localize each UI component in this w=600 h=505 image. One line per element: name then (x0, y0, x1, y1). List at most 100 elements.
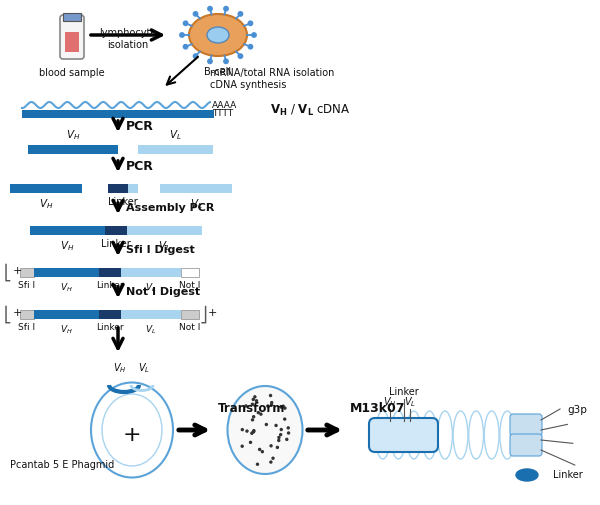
Bar (99, 268, 121, 277)
Text: $V_H$: $V_H$ (113, 361, 127, 375)
Circle shape (272, 457, 274, 459)
Text: Linker: Linker (389, 387, 419, 397)
Text: TTTT: TTTT (212, 110, 233, 119)
Text: $V_L$: $V_L$ (145, 323, 157, 335)
Circle shape (251, 419, 254, 421)
Text: $V_L$: $V_L$ (145, 281, 157, 293)
Circle shape (193, 12, 198, 16)
Circle shape (245, 405, 247, 407)
Bar (181, 268, 199, 277)
Text: ⎦: ⎦ (200, 305, 208, 323)
Bar (28, 145, 118, 154)
Bar (30, 226, 105, 235)
Text: M13k07: M13k07 (350, 402, 406, 415)
Text: Sfi I: Sfi I (19, 323, 35, 332)
Circle shape (284, 418, 286, 420)
Circle shape (275, 424, 277, 426)
Text: PCR: PCR (126, 120, 154, 132)
Circle shape (259, 448, 260, 450)
Circle shape (224, 7, 228, 11)
Text: $V_H$: $V_H$ (59, 281, 73, 293)
Circle shape (241, 445, 243, 447)
FancyBboxPatch shape (60, 15, 84, 59)
Text: PCR: PCR (126, 161, 154, 174)
Text: $V_H$: $V_H$ (39, 197, 53, 211)
Bar (127, 226, 202, 235)
Text: $\mathbf{V_H}$ / $\mathbf{V_L}$ cDNA: $\mathbf{V_H}$ / $\mathbf{V_L}$ cDNA (270, 103, 350, 118)
Circle shape (248, 44, 253, 49)
Bar (63, 13, 81, 21)
Text: Sfi I: Sfi I (19, 281, 35, 290)
Circle shape (270, 445, 272, 447)
Text: $V_L$: $V_L$ (158, 239, 170, 253)
Circle shape (267, 405, 269, 407)
Text: Sfi I Digest: Sfi I Digest (126, 245, 195, 255)
Circle shape (224, 59, 228, 64)
Bar (160, 184, 232, 193)
Text: Assembly PCR: Assembly PCR (126, 203, 214, 213)
Circle shape (280, 429, 282, 431)
Ellipse shape (207, 27, 229, 43)
Bar (20, 310, 34, 319)
Circle shape (282, 405, 284, 407)
Circle shape (253, 431, 255, 432)
Bar (121, 310, 181, 319)
Circle shape (208, 7, 212, 11)
Circle shape (262, 450, 263, 452)
Circle shape (271, 401, 273, 403)
Ellipse shape (516, 469, 538, 481)
Circle shape (286, 438, 288, 440)
Text: Pcantab 5 E Phagmid: Pcantab 5 E Phagmid (10, 460, 114, 470)
Circle shape (208, 59, 212, 64)
Bar (108, 184, 128, 193)
Circle shape (193, 54, 198, 58)
FancyBboxPatch shape (369, 418, 438, 452)
FancyBboxPatch shape (510, 414, 542, 436)
Text: +: + (13, 308, 22, 318)
Circle shape (271, 404, 272, 406)
Bar (22, 110, 214, 118)
Circle shape (280, 406, 283, 408)
Circle shape (246, 430, 248, 432)
Bar (34, 310, 99, 319)
Text: $V_L$: $V_L$ (138, 361, 150, 375)
Circle shape (287, 432, 290, 434)
Text: Linker: Linker (108, 197, 138, 207)
Text: Not I Digest: Not I Digest (126, 287, 200, 297)
Circle shape (269, 394, 272, 396)
Bar (34, 268, 99, 277)
Text: Transform: Transform (218, 402, 286, 415)
Text: $V_H$: $V_H$ (383, 395, 397, 409)
Text: g3p: g3p (567, 405, 587, 415)
Circle shape (260, 413, 262, 415)
Bar (10, 184, 82, 193)
Circle shape (256, 463, 259, 465)
Text: $V_H$: $V_H$ (60, 239, 74, 253)
Text: $V_L$: $V_L$ (169, 128, 181, 142)
Circle shape (278, 439, 280, 441)
Circle shape (238, 54, 242, 58)
Text: Linker: Linker (96, 323, 124, 332)
Text: Linker: Linker (96, 281, 124, 290)
Bar (128, 184, 138, 193)
Text: mRNA/total RNA isolation: mRNA/total RNA isolation (210, 68, 334, 78)
Circle shape (265, 424, 268, 426)
Text: cDNA synthesis: cDNA synthesis (210, 80, 286, 90)
Text: blood sample: blood sample (39, 68, 105, 78)
Circle shape (250, 441, 251, 443)
Text: Linker: Linker (101, 239, 131, 249)
Bar (181, 310, 199, 319)
Text: Not I: Not I (179, 281, 200, 290)
Bar (121, 268, 181, 277)
Bar (138, 145, 213, 154)
Text: $V_H$: $V_H$ (66, 128, 80, 142)
Text: lymphocyte
isolation: lymphocyte isolation (100, 28, 157, 49)
Text: +: + (208, 308, 217, 318)
Circle shape (248, 21, 253, 25)
Circle shape (256, 400, 257, 402)
Text: ⎣: ⎣ (4, 305, 11, 323)
Text: Linker: Linker (553, 470, 583, 480)
Text: Not I: Not I (179, 323, 200, 332)
Circle shape (184, 44, 188, 49)
Circle shape (280, 434, 281, 436)
